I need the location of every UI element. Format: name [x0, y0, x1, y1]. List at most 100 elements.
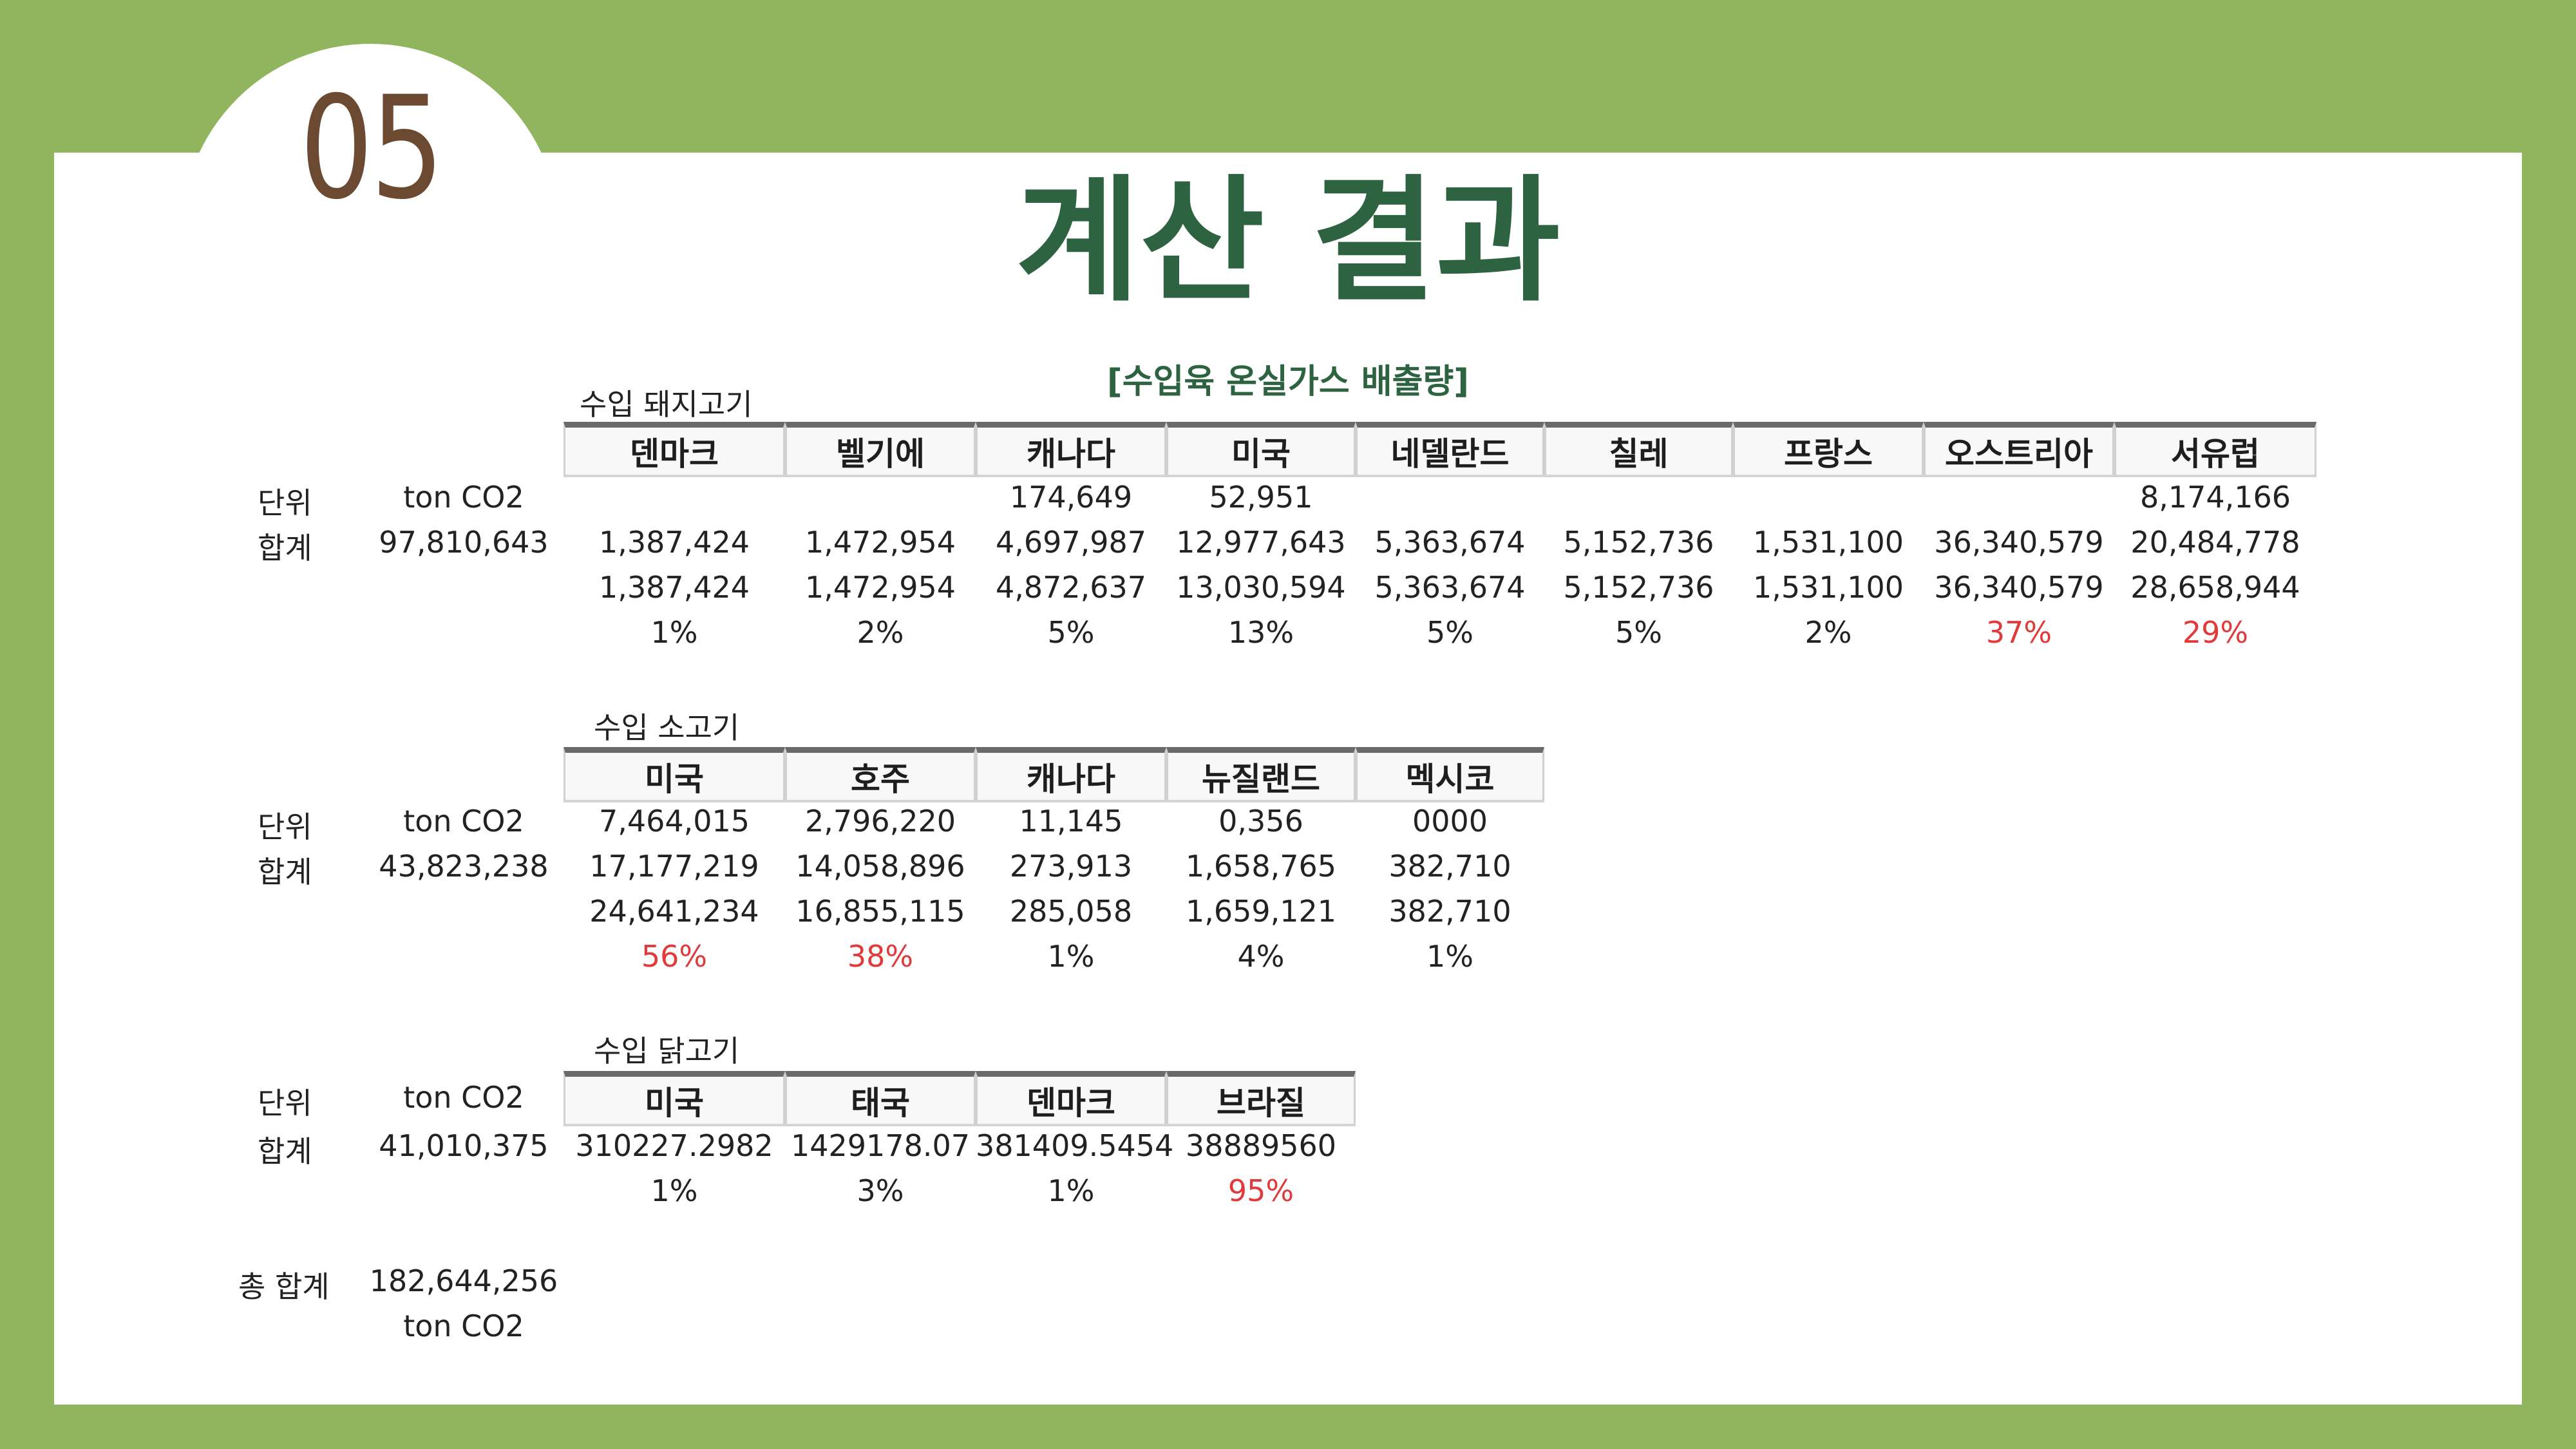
grand-total-value: 182,644,256	[369, 1264, 558, 1298]
percent-cell-highlight: 56%	[641, 939, 708, 974]
table-cell: 2,796,220	[804, 804, 956, 838]
beef-unit-value: ton CO2	[403, 804, 524, 838]
beef-col-header: 뉴질랜드	[1166, 747, 1356, 800]
pork-total-value: 97,810,643	[379, 525, 549, 560]
pork-section-label: 수입 돼지고기	[580, 387, 753, 422]
pork-total-label: 합계	[258, 531, 312, 565]
grand-total-label: 총 합계	[238, 1269, 330, 1304]
percent-cell: 4%	[1237, 939, 1285, 974]
chicken-col-header: 태국	[785, 1071, 976, 1124]
pork-col-header: 오스트리아	[1924, 422, 2114, 475]
chicken-col-header: 브라질	[1166, 1071, 1356, 1124]
percent-cell: 1%	[1047, 1173, 1095, 1208]
page-title: 계산 결과	[1016, 162, 1560, 320]
table-row: 17,177,219 14,058,896 273,913 1,658,765 …	[564, 849, 1544, 884]
table-cell: 36,340,579	[1934, 525, 2104, 560]
table-cell: 1,531,100	[1752, 570, 1904, 605]
table-cell: 8,174,166	[2139, 480, 2291, 515]
table-cell: 381409.5454	[976, 1128, 1174, 1163]
chicken-total-label: 합계	[258, 1134, 312, 1169]
chicken-unit-label: 단위	[258, 1086, 312, 1121]
table-cell: 28,658,944	[2130, 570, 2300, 605]
table-row: 174,649 52,951 8,174,166	[564, 480, 2316, 515]
percent-cell: 2%	[857, 615, 904, 650]
table-cell: 14,058,896	[795, 849, 965, 884]
number-tab-arch	[182, 44, 559, 430]
table-cell	[1924, 480, 2114, 515]
pork-col-header: 서유럽	[2114, 422, 2316, 475]
beef-unit-label: 단위	[258, 810, 312, 844]
table-cell: 5,363,674	[1374, 525, 1526, 560]
beef-col-header: 캐나다	[976, 747, 1166, 800]
table-cell	[785, 480, 976, 515]
table-cell: 4,872,637	[995, 570, 1147, 605]
pork-col-header: 캐나다	[976, 422, 1166, 475]
table-cell: 382,710	[1388, 894, 1511, 929]
percent-cell: 5%	[1426, 615, 1473, 650]
percent-cell: 3%	[857, 1173, 904, 1208]
pork-col-header: 벨기에	[785, 422, 976, 475]
percent-cell: 5%	[1615, 615, 1662, 650]
table-cell: 1,387,424	[598, 570, 750, 605]
table-cell: 285,058	[1009, 894, 1133, 929]
beef-table-header: 미국 호주 캐나다 뉴질랜드 멕시코	[564, 747, 1544, 800]
table-cell: 273,913	[1009, 849, 1133, 884]
beef-col-header: 멕시코	[1356, 747, 1544, 800]
table-row: 1,387,424 1,472,954 4,697,987 12,977,643…	[564, 525, 2316, 560]
table-cell: 24,641,234	[589, 894, 759, 929]
percent-cell: 2%	[1804, 615, 1852, 650]
table-row: 1,387,424 1,472,954 4,872,637 13,030,594…	[564, 570, 2316, 605]
table-cell: 36,340,579	[1934, 570, 2104, 605]
pork-col-header: 칠레	[1544, 422, 1733, 475]
table-cell: 16,855,115	[795, 894, 965, 929]
table-cell: 174,649	[1009, 480, 1133, 515]
percent-cell-highlight: 95%	[1227, 1173, 1294, 1208]
table-cell: 0,356	[1218, 804, 1303, 838]
pork-table-header: 덴마크 벨기에 캐나다 미국 네델란드 칠레 프랑스 오스트리아 서유럽	[564, 422, 2316, 475]
page-subtitle: [수입육 온실가스 배출량]	[1106, 363, 1470, 401]
beef-section-label: 수입 소고기	[594, 710, 740, 745]
table-row: 7,464,015 2,796,220 11,145 0,356 0000	[564, 804, 1544, 838]
beef-col-header: 미국	[564, 747, 785, 800]
chicken-col-header: 덴마크	[976, 1071, 1166, 1124]
table-cell: 5,363,674	[1374, 570, 1526, 605]
table-cell: 7,464,015	[598, 804, 750, 838]
table-cell	[1544, 480, 1733, 515]
table-row: 310227.2982 1429178.07 381409.5454 38889…	[564, 1128, 1356, 1163]
table-cell: 5,152,736	[1563, 570, 1714, 605]
percent-cell: 5%	[1047, 615, 1095, 650]
table-row-percent: 1% 2% 5% 13% 5% 5% 2% 37% 29%	[564, 615, 2316, 650]
table-cell	[1733, 480, 1924, 515]
pork-col-header: 미국	[1166, 422, 1356, 475]
percent-cell: 1%	[650, 615, 698, 650]
percent-cell: 13%	[1227, 615, 1294, 650]
table-cell: 17,177,219	[589, 849, 759, 884]
beef-total-label: 합계	[258, 855, 312, 889]
table-cell: 13,030,594	[1176, 570, 1346, 605]
percent-cell-highlight: 37%	[1985, 615, 2052, 650]
table-cell: 0000	[1412, 804, 1488, 838]
table-cell: 1,472,954	[804, 525, 956, 560]
table-cell	[564, 480, 785, 515]
percent-cell: 1%	[1047, 939, 1095, 974]
percent-cell: 1%	[650, 1173, 698, 1208]
chicken-unit-value: ton CO2	[403, 1080, 524, 1115]
table-cell: 1,658,765	[1185, 849, 1337, 884]
pork-col-header: 덴마크	[564, 422, 785, 475]
percent-cell-highlight: 29%	[2182, 615, 2249, 650]
table-cell: 52,951	[1209, 480, 1313, 515]
table-row-percent: 1% 3% 1% 95%	[564, 1173, 1356, 1208]
beef-total-value: 43,823,238	[379, 849, 549, 884]
table-cell: 1,472,954	[804, 570, 956, 605]
pork-col-header: 프랑스	[1733, 422, 1924, 475]
table-cell	[1356, 480, 1544, 515]
chicken-total-value: 41,010,375	[379, 1128, 549, 1163]
pork-unit-value: ton CO2	[403, 480, 524, 515]
pork-col-header: 네델란드	[1356, 422, 1544, 475]
table-cell: 382,710	[1388, 849, 1511, 884]
percent-cell-highlight: 38%	[847, 939, 914, 974]
table-cell: 310227.2982	[575, 1128, 773, 1163]
table-row-percent: 56% 38% 1% 4% 1%	[564, 939, 1544, 974]
table-cell: 4,697,987	[995, 525, 1147, 560]
chicken-col-header: 미국	[564, 1071, 785, 1124]
